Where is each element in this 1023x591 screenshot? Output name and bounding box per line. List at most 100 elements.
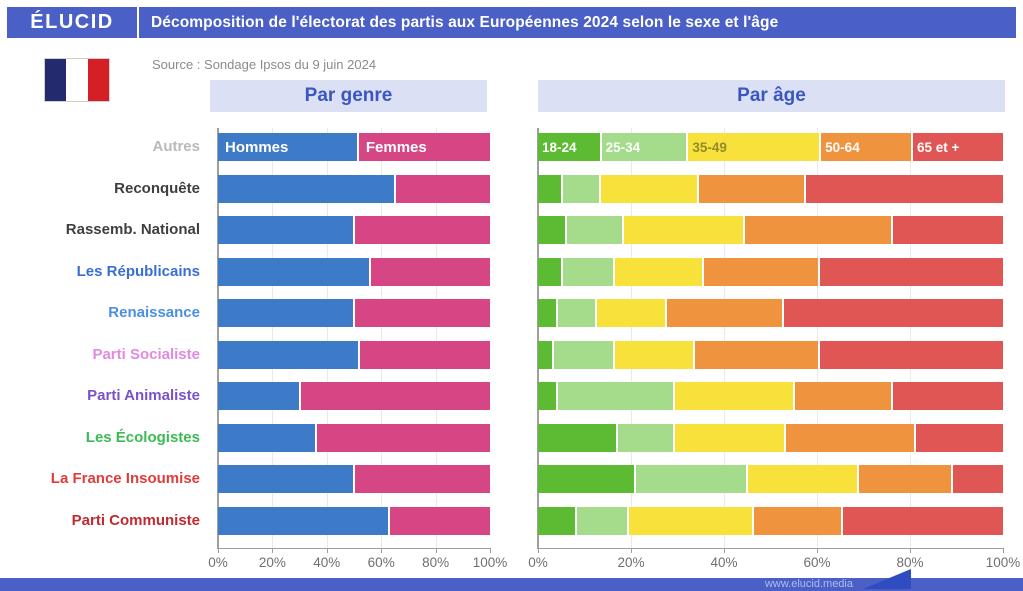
gender-bar bbox=[218, 216, 490, 245]
party-label: Reconquête bbox=[114, 179, 200, 197]
age-segment-50-64 bbox=[859, 465, 951, 494]
age-segment-18-24 bbox=[538, 216, 566, 245]
axis-tick bbox=[326, 548, 328, 553]
gender-segment-femmes bbox=[371, 257, 490, 286]
party-row: Parti Communiste bbox=[0, 506, 1023, 535]
age-legend-label: 65 et + bbox=[917, 139, 960, 155]
age-bar: 18-24 25-34 35-49 50-64 65 et + bbox=[538, 133, 1003, 161]
age-segment-25-34 bbox=[567, 216, 623, 245]
age-segment-18-24 bbox=[538, 340, 552, 369]
gridline bbox=[724, 128, 725, 548]
gender-bar bbox=[218, 506, 490, 535]
age-segment-65et+ bbox=[806, 174, 1003, 203]
gender-segment-hommes bbox=[218, 465, 353, 494]
age-segment-18-24 bbox=[538, 423, 616, 452]
source-caption: Source : Sondage Ipsos du 9 juin 2024 bbox=[152, 57, 377, 72]
axis-tick-label: 0% bbox=[208, 555, 228, 570]
x-axis-line bbox=[217, 548, 490, 549]
gender-segment-femmes bbox=[355, 216, 490, 245]
axis-tick bbox=[435, 548, 437, 553]
age-segment-50-64 bbox=[795, 382, 892, 411]
axis-tick bbox=[218, 548, 219, 553]
age-bar bbox=[538, 174, 1003, 203]
age-segment-25-34 bbox=[562, 257, 614, 286]
age-bar bbox=[538, 257, 1003, 286]
gender-segment-femmes bbox=[317, 423, 490, 452]
age-segment-65et+ bbox=[783, 299, 1003, 328]
age-panel-title: Par âge bbox=[538, 80, 1005, 112]
gender-segment-femmes: Femmes bbox=[358, 133, 490, 161]
gridline bbox=[272, 128, 274, 548]
axis-tick-label: 80% bbox=[422, 555, 450, 570]
age-segment-18-24 bbox=[538, 382, 557, 411]
age-segment-35-49 bbox=[674, 423, 785, 452]
gender-segment-femmes bbox=[360, 340, 490, 369]
age-segment-50-64 bbox=[694, 340, 819, 369]
flag-stripe-blue bbox=[45, 59, 67, 101]
party-label: La France Insoumise bbox=[50, 470, 200, 488]
gridline bbox=[435, 128, 437, 548]
age-segment-25-34 bbox=[562, 174, 600, 203]
gridline bbox=[381, 128, 383, 548]
gridline bbox=[326, 128, 328, 548]
party-row: Renaissance bbox=[0, 299, 1023, 328]
party-row: Reconquête bbox=[0, 174, 1023, 203]
age-segment-18-24 bbox=[538, 465, 634, 494]
axis-tick bbox=[631, 548, 632, 553]
gender-bar bbox=[218, 257, 490, 286]
party-label: Les Écologistes bbox=[85, 428, 200, 446]
axis-tick-label: 20% bbox=[617, 555, 645, 570]
gender-segment-hommes bbox=[218, 299, 353, 328]
axis-tick bbox=[490, 548, 491, 553]
elucid-arrow-icon bbox=[863, 569, 911, 589]
gender-segment-femmes bbox=[355, 465, 490, 494]
gender-bar bbox=[218, 174, 490, 203]
age-legend-label: 35-49 bbox=[692, 139, 727, 155]
axis-tick-label: 100% bbox=[472, 555, 508, 570]
gender-segment-femmes bbox=[390, 506, 490, 535]
axis-tick bbox=[381, 548, 383, 553]
age-legend-label: 25-34 bbox=[605, 139, 641, 155]
party-label: Les Républicains bbox=[76, 262, 200, 280]
gender-bar bbox=[218, 340, 490, 369]
age-legend-label: 18-24 bbox=[542, 139, 577, 155]
age-segment-50-64 bbox=[754, 506, 842, 535]
party-row: Les Républicains bbox=[0, 257, 1023, 286]
age-segment-35-49 bbox=[674, 382, 794, 411]
footer-bar: www.elucid.media bbox=[0, 569, 1023, 591]
gender-legend-label: Hommes bbox=[225, 138, 289, 156]
axis-tick bbox=[817, 548, 818, 553]
party-row: Autres Hommes Femmes 18-24 25-34 35-49 50-64 65… bbox=[0, 133, 1023, 161]
age-segment-50-64: 50-64 bbox=[821, 133, 911, 161]
header-bar: ÉLUCID Décomposition de l'électorat des … bbox=[7, 7, 1016, 38]
age-segment-35-49 bbox=[601, 174, 698, 203]
age-segment-35-49 bbox=[628, 506, 753, 535]
gender-segment-hommes bbox=[218, 174, 394, 203]
age-segment-35-49: 35-49 bbox=[688, 133, 820, 161]
y-axis-line bbox=[217, 128, 219, 548]
age-segment-18-24 bbox=[538, 506, 575, 535]
age-segment-65et+ bbox=[893, 382, 1003, 411]
age-segment-65et+ bbox=[893, 216, 1003, 245]
gender-bar bbox=[218, 423, 490, 452]
gender-panel-title: Par genre bbox=[210, 80, 487, 112]
gender-legend-label: Femmes bbox=[365, 138, 427, 156]
gender-segment-hommes bbox=[218, 382, 299, 411]
french-flag-icon bbox=[44, 58, 110, 102]
age-segment-50-64 bbox=[786, 423, 915, 452]
party-label: Autres bbox=[152, 138, 200, 155]
age-segment-65et+ bbox=[916, 423, 1003, 452]
age-segment-25-34: 25-34 bbox=[601, 133, 687, 161]
gender-segment-hommes bbox=[218, 340, 359, 369]
age-legend-label: 50-64 bbox=[825, 139, 860, 155]
age-bar bbox=[538, 506, 1003, 535]
x-axis-line bbox=[537, 548, 1003, 549]
age-bar bbox=[538, 216, 1003, 245]
age-segment-65et+ bbox=[843, 506, 1003, 535]
age-segment-65et+: 65 et + bbox=[913, 133, 1003, 161]
age-segment-50-64 bbox=[667, 299, 782, 328]
party-label: Parti Socialiste bbox=[92, 345, 200, 363]
axis-tick-label: 0% bbox=[528, 555, 548, 570]
axis-tick bbox=[1003, 548, 1004, 553]
age-bar bbox=[538, 465, 1004, 494]
